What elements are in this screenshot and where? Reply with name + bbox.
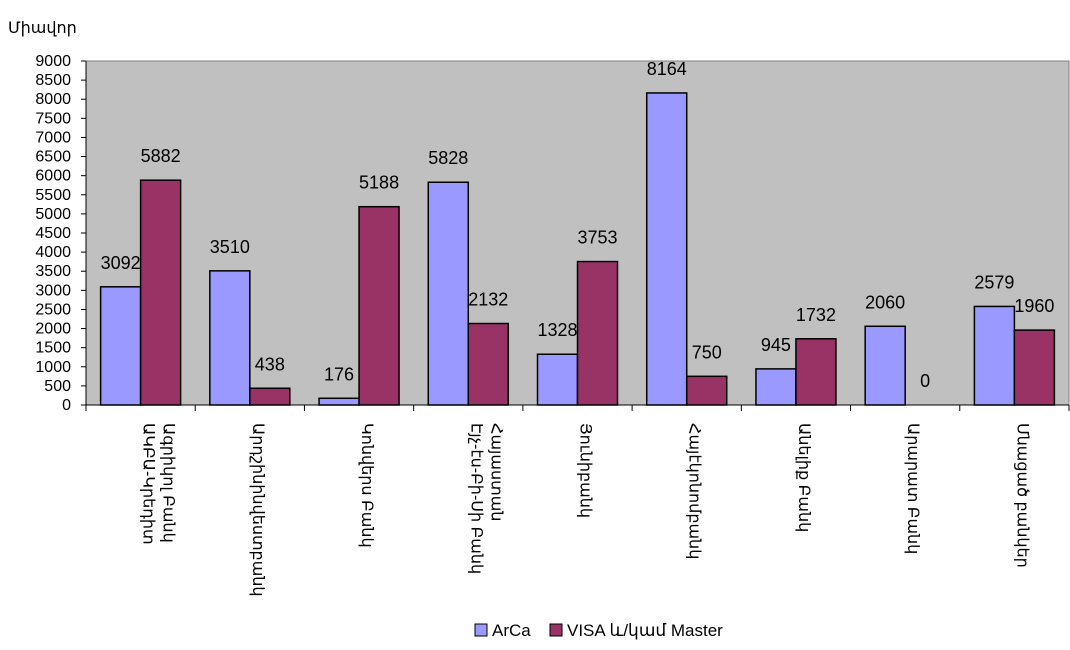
- y-axis-title: Միավոր: [8, 20, 77, 37]
- data-label-visa-master: 5882: [141, 146, 181, 166]
- bar-arca: [973, 305, 1016, 406]
- data-label-visa-master: 2132: [468, 290, 508, 310]
- y-tick-label: 2500: [35, 301, 71, 318]
- data-label-visa-master: 1960: [1014, 296, 1054, 316]
- x-tick-label-line: Արարատ Բանկ: [904, 423, 921, 554]
- data-label-arca: 8164: [647, 59, 687, 79]
- x-tick-label-line: Արդշինինվեստբանկ: [249, 423, 266, 597]
- plot-area: 0 500 1000 1500 2000 2500 3000 3500 4000 4500 5000…: [35, 53, 1070, 597]
- y-tick-label: 8000: [35, 91, 71, 108]
- bar-visa-master: [576, 260, 619, 406]
- data-label-arca: 5828: [428, 148, 468, 168]
- x-tick-label-line: Մնացած բանկեր: [1013, 423, 1030, 568]
- data-label-visa-master: 438: [255, 354, 285, 374]
- data-label-visa-master: 5188: [359, 173, 399, 193]
- y-tick-label: 500: [44, 378, 71, 395]
- y-tick-label: 6000: [35, 168, 71, 185]
- y-tick-label: 7500: [35, 110, 71, 127]
- data-label-arca: 3092: [101, 253, 141, 273]
- x-tick-label-line: ԱԿԲԱ-Կրեդիտ: [140, 423, 157, 545]
- x-tick-label-line: Յունիբանկ: [577, 423, 594, 518]
- legend-label-visa-master: VISA և/կամ Master: [567, 621, 723, 640]
- x-tick-label: Արդշինինվեստբանկ: [249, 423, 266, 597]
- y-tick-label: 7000: [35, 129, 71, 146]
- y-tick-label: 3000: [35, 282, 71, 299]
- y-tick-label: 2000: [35, 321, 71, 338]
- y-tick-label: 4000: [35, 244, 71, 261]
- bar-visa-master: [467, 322, 510, 406]
- x-tick-label: Էյչ-էս-Բի-Սի Բանկ Հայաստան: [467, 423, 504, 574]
- x-tick-label: Անելիք Բանկ: [795, 423, 812, 532]
- x-tick-label-line: Էյչ-էս-Բի-Սի Բանկ: [467, 423, 484, 574]
- legend-swatch-visa-master: [549, 623, 563, 637]
- bar-arca: [645, 92, 688, 406]
- y-tick-label: 0: [62, 397, 71, 414]
- x-tick-label: Հայէկոնոմբանկ: [686, 423, 703, 559]
- bar-visa-master: [1013, 329, 1056, 406]
- y-tick-label: 4500: [35, 225, 71, 242]
- bar-visa-master: [685, 375, 728, 406]
- bar-arca: [536, 353, 579, 406]
- bar-visa-master: [358, 205, 400, 406]
- bar-arca: [209, 270, 251, 406]
- x-tick-label-line: Հայաստան: [487, 423, 504, 521]
- bar-arca: [99, 286, 142, 406]
- x-tick-label: Կոնվերս Բանկ: [358, 423, 375, 548]
- data-label-arca: 945: [761, 335, 791, 355]
- x-tick-label: Յունիբանկ: [577, 423, 594, 518]
- bar-arca: [427, 181, 470, 406]
- x-tick-label-line: Ագրիկոլ Բանկ: [160, 423, 177, 543]
- x-tick-label-line: Անելիք Բանկ: [795, 423, 812, 532]
- x-tick-label: Արարատ Բանկ: [904, 423, 921, 554]
- legend-label-arca: ArCa: [492, 621, 531, 640]
- bar-visa-master: [795, 338, 837, 406]
- bar-visa-master: [249, 387, 291, 406]
- x-tick-label: Մնացած բանկեր: [1013, 423, 1030, 568]
- y-tick-label: 3500: [35, 263, 71, 280]
- legend: ArCa VISA և/կամ Master: [474, 621, 723, 640]
- data-label-visa-master: 1732: [796, 305, 836, 325]
- data-label-arca: 176: [324, 364, 354, 384]
- data-label-arca: 2060: [865, 292, 905, 312]
- y-tick-label: 1000: [35, 359, 71, 376]
- bar-visa-master: [139, 179, 182, 406]
- y-tick-label: 6500: [35, 149, 71, 166]
- bar-arca: [864, 325, 906, 406]
- data-label-visa-master: 0: [920, 371, 930, 391]
- data-label-arca: 1328: [537, 320, 577, 340]
- y-tick-label: 5500: [35, 187, 71, 204]
- bar-arca: [755, 368, 797, 406]
- y-tick-label: 5000: [35, 206, 71, 223]
- data-label-visa-master: 3753: [577, 228, 617, 248]
- x-tick-label-line: Կոնվերս Բանկ: [358, 423, 375, 548]
- data-label-arca: 3510: [210, 237, 250, 257]
- x-tick-label: ԱԿԲԱ-Կրեդիտ Ագրիկոլ Բանկ: [140, 423, 177, 545]
- data-label-visa-master: 750: [692, 342, 722, 362]
- y-tick-label: 1500: [35, 340, 71, 357]
- y-tick-label: 9000: [35, 53, 71, 70]
- legend-swatch-arca: [474, 623, 488, 637]
- y-tick-label: 8500: [35, 72, 71, 89]
- data-label-arca: 2579: [974, 272, 1014, 292]
- bar-arca: [318, 397, 360, 406]
- x-tick-label-line: Հայէկոնոմբանկ: [686, 423, 703, 559]
